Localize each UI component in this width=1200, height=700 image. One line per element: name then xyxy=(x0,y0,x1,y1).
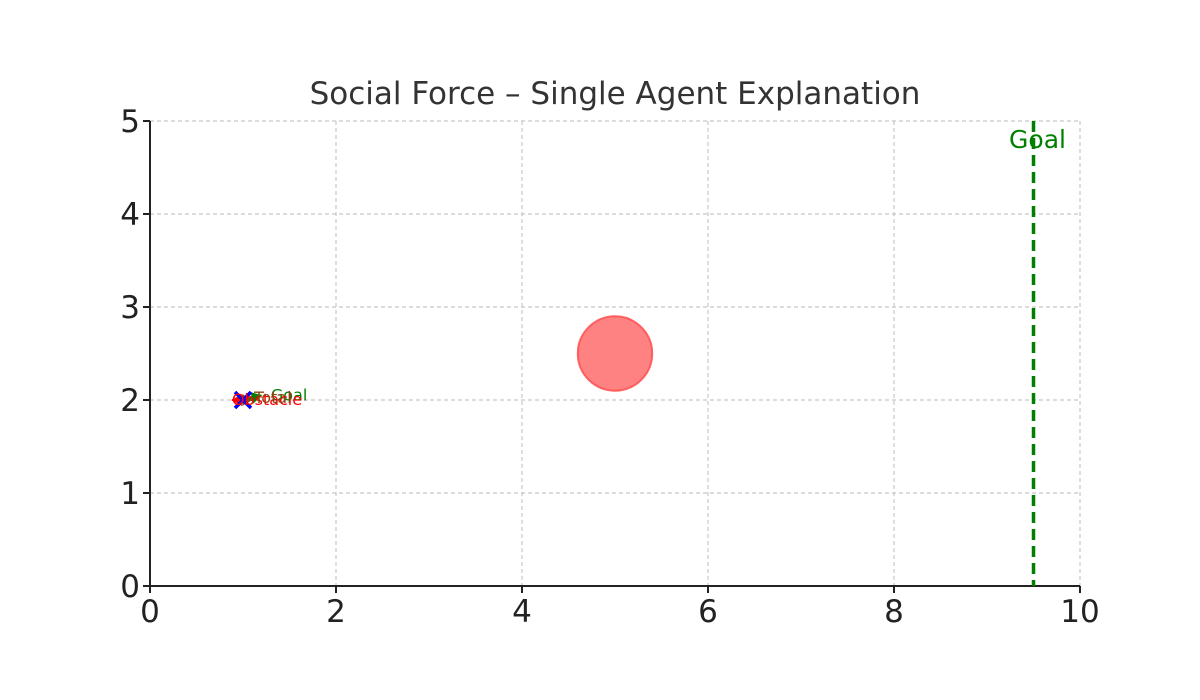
y-tick-label: 2 xyxy=(120,383,140,419)
y-tick-label: 0 xyxy=(120,569,140,605)
axes xyxy=(143,120,1081,593)
annotation-goal: Goal xyxy=(271,385,307,404)
obstacle-circle xyxy=(576,315,654,392)
y-tick-label: 5 xyxy=(120,104,140,140)
x-tick-label: 0 xyxy=(140,594,160,630)
y-tick-label: 4 xyxy=(120,197,140,233)
annotation-obstacle: Obstacle xyxy=(232,390,302,409)
force-arrowhead-goal xyxy=(250,391,262,404)
agent-marker xyxy=(233,390,253,410)
x-tick-label: 8 xyxy=(884,594,904,630)
chart-title: Social Force – Single Agent Explanation xyxy=(310,76,921,112)
x-tick-label: 2 xyxy=(326,594,346,630)
x-tick-label: 6 xyxy=(698,594,718,630)
y-tick-label: 1 xyxy=(120,476,140,512)
tick-labels: 0 2 4 6 8 10 0 1 2 3 4 5 xyxy=(120,104,1099,630)
x-tick-label: 10 xyxy=(1060,594,1099,630)
y-tick-label: 3 xyxy=(120,290,140,326)
goal-line-label: Goal xyxy=(1009,125,1066,154)
annotation-total: Total xyxy=(253,388,291,407)
x-tick-label: 4 xyxy=(512,594,532,630)
